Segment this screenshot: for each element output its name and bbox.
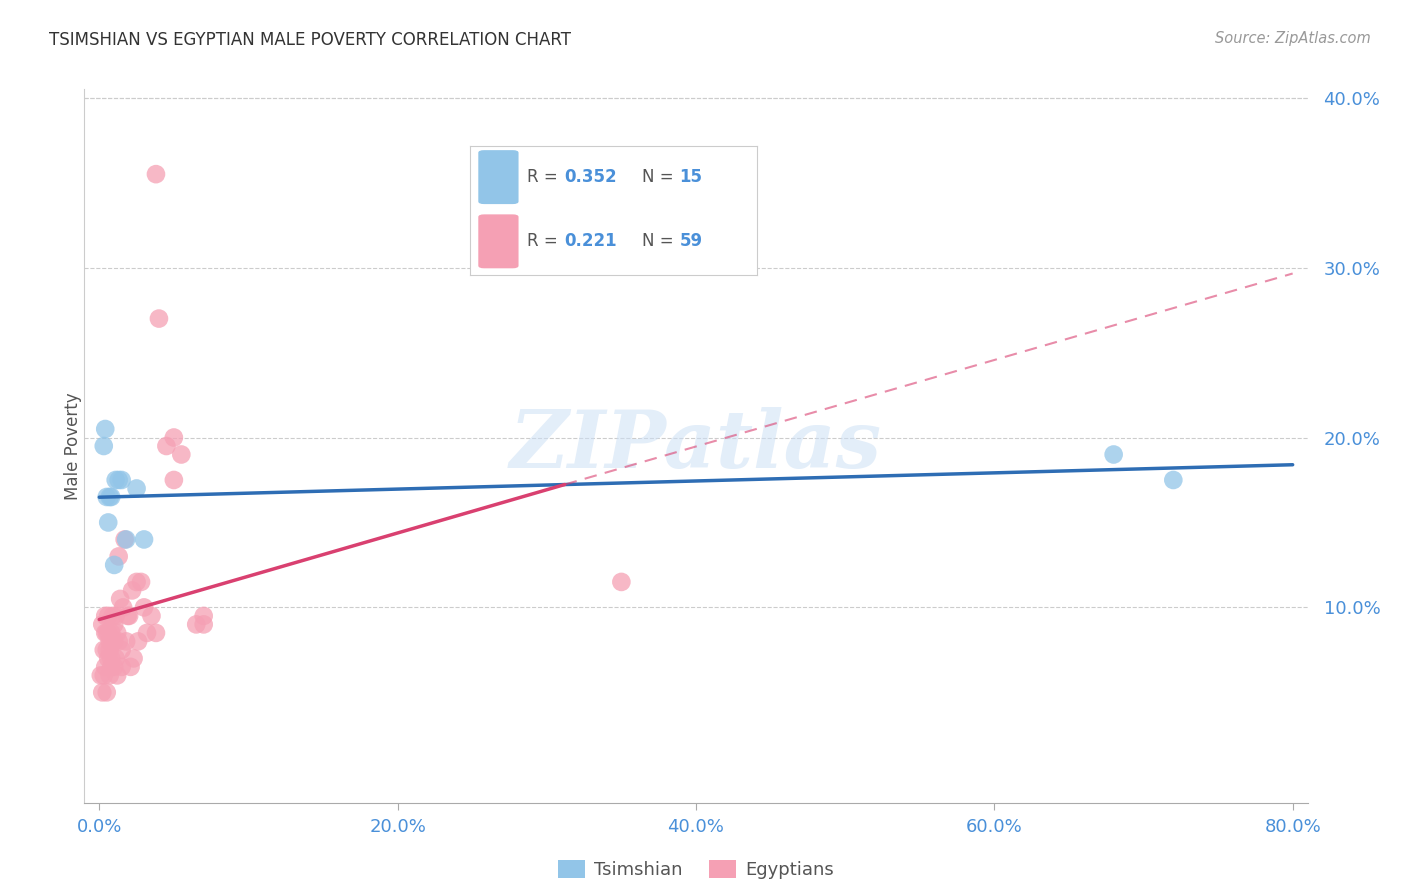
Text: N =: N = [643,168,679,186]
Text: 0.221: 0.221 [565,232,617,251]
Point [114,533,136,547]
Point [93,668,115,682]
Point [105,668,128,682]
Point [103,660,125,674]
Point [107,549,129,564]
Point [121,583,143,598]
Point [100,490,122,504]
Point [145,167,167,181]
Point [93,643,115,657]
Text: 15: 15 [679,168,703,186]
Point [93,439,115,453]
Text: R =: R = [527,168,564,186]
Point [98,490,121,504]
Point [108,591,131,606]
Point [91,617,114,632]
Point [98,634,121,648]
Point [94,660,117,674]
Point [127,634,149,648]
Point [103,617,125,632]
Point [163,473,186,487]
Point [111,643,134,657]
Point [104,651,127,665]
FancyBboxPatch shape [478,214,519,268]
Point [145,626,167,640]
Y-axis label: Male Poverty: Male Poverty [65,392,82,500]
FancyBboxPatch shape [478,150,519,204]
Point [101,608,124,623]
Point [107,473,129,487]
Point [193,617,215,632]
Point [90,668,112,682]
Point [94,626,117,640]
Point [96,626,118,640]
Point [105,626,128,640]
Point [94,422,117,436]
Point [170,448,193,462]
Point [125,574,148,589]
Point [115,634,138,648]
Point [122,651,145,665]
Text: 0.352: 0.352 [565,168,617,186]
Point [107,634,129,648]
Point [100,626,122,640]
Point [115,533,138,547]
Point [141,608,163,623]
Point [96,685,118,699]
Point [155,439,177,453]
Text: R =: R = [527,232,564,251]
Point [125,482,148,496]
Point [163,430,186,444]
Point [193,608,215,623]
Point [112,600,135,615]
Point [118,608,141,623]
Point [136,626,159,640]
Point [117,608,139,623]
Point [111,473,134,487]
Point [96,643,118,657]
Point [96,490,118,504]
Point [100,651,122,665]
Point [97,608,120,623]
Text: Source: ZipAtlas.com: Source: ZipAtlas.com [1215,31,1371,46]
Point [97,651,120,665]
Point [120,660,142,674]
Point [132,600,155,615]
Point [103,558,125,572]
Text: N =: N = [643,232,679,251]
Point [1163,473,1185,487]
Point [148,311,170,326]
Point [97,516,120,530]
Text: TSIMSHIAN VS EGYPTIAN MALE POVERTY CORRELATION CHART: TSIMSHIAN VS EGYPTIAN MALE POVERTY CORRE… [49,31,571,49]
Point [186,617,208,632]
Text: ZIPatlas: ZIPatlas [510,408,882,484]
Point [91,685,114,699]
Point [101,634,124,648]
Point [103,634,125,648]
Text: 59: 59 [679,232,703,251]
Point [104,608,127,623]
Point [94,608,117,623]
Point [129,574,152,589]
Point [132,533,155,547]
Point [104,473,127,487]
Point [610,574,633,589]
Point [111,660,134,674]
Point [100,660,122,674]
Point [98,668,121,682]
Point [1102,448,1125,462]
Point [98,643,121,657]
Point [97,626,120,640]
Legend: Tsimshian, Egyptians: Tsimshian, Egyptians [551,853,841,887]
